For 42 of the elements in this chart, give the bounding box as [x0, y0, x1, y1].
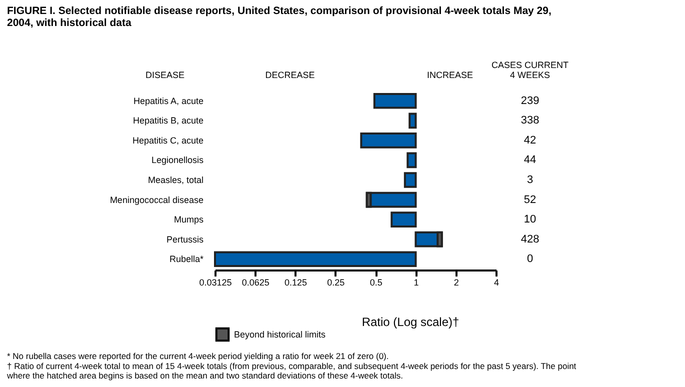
- chart-title: FIGURE I. Selected notifiable disease reports, United States, comparison of provisional 4-week totals May 29, 2004, with historical data: [7, 5, 552, 29]
- bar: [373, 92, 417, 109]
- x-tick-label: 0.0625: [242, 278, 270, 288]
- text: INCREASE: [426, 70, 474, 80]
- x-tick-label: 1: [414, 278, 419, 288]
- text: CASES CURRENT 4 WEEKS: [491, 60, 570, 80]
- legend-label: Beyond historical limits: [234, 330, 326, 340]
- y-tick-label: Meningococcal disease: [110, 194, 204, 205]
- y-tick-label: Hepatitis A, acute: [133, 96, 204, 106]
- text: 428: [520, 233, 540, 246]
- x-tick-label: 0.03125: [199, 278, 232, 288]
- text: DISEASE: [145, 70, 185, 80]
- bar: [406, 152, 417, 168]
- x-tick-label: 4: [494, 278, 500, 288]
- bar: [360, 132, 417, 148]
- text: DECREASE: [265, 70, 315, 80]
- y-tick-label: Pertussis: [166, 234, 204, 244]
- y-tick-label: Hepatitis B, acute: [132, 116, 204, 126]
- y-tick-label: Legionellosis: [151, 155, 204, 166]
- text: 10: [524, 214, 536, 226]
- text: 52: [524, 194, 536, 206]
- bar: [214, 251, 417, 268]
- text: 338: [520, 114, 540, 127]
- text: 239: [520, 94, 540, 107]
- text: 3: [526, 174, 534, 186]
- text: * No rubella cases were reported for the current 4-week period yielding a ratio for week 21 of zero (0).: [7, 351, 389, 361]
- x-axis-title: Ratio (Log scale)†: [362, 315, 460, 329]
- y-tick-label: Hepatitis C, acute: [132, 135, 204, 146]
- y-tick-label: Measles, total: [148, 175, 204, 185]
- text: 0: [526, 253, 534, 266]
- bar: [404, 172, 417, 188]
- x-tick-label: 0.5: [370, 278, 382, 288]
- x-tick-label: 2: [454, 278, 459, 288]
- text: 44: [524, 154, 536, 166]
- bar: [408, 112, 417, 129]
- x-tick-label: 0.125: [284, 278, 308, 288]
- y-tick-label: Mumps: [174, 214, 204, 225]
- y-tick-label: Rubella*: [169, 254, 204, 264]
- text: 42: [524, 134, 536, 146]
- x-tick-label: 0.25: [327, 278, 345, 288]
- text: † Ratio of current 4-week total to mean of 15 4-week totals (from previous, comparable, and subsequent 4-week periods for the past 5 years). The point where the hatched area begins is based on the mean and two standard deviations of these 4-week totals.: [6, 361, 577, 380]
- bar: [390, 212, 417, 228]
